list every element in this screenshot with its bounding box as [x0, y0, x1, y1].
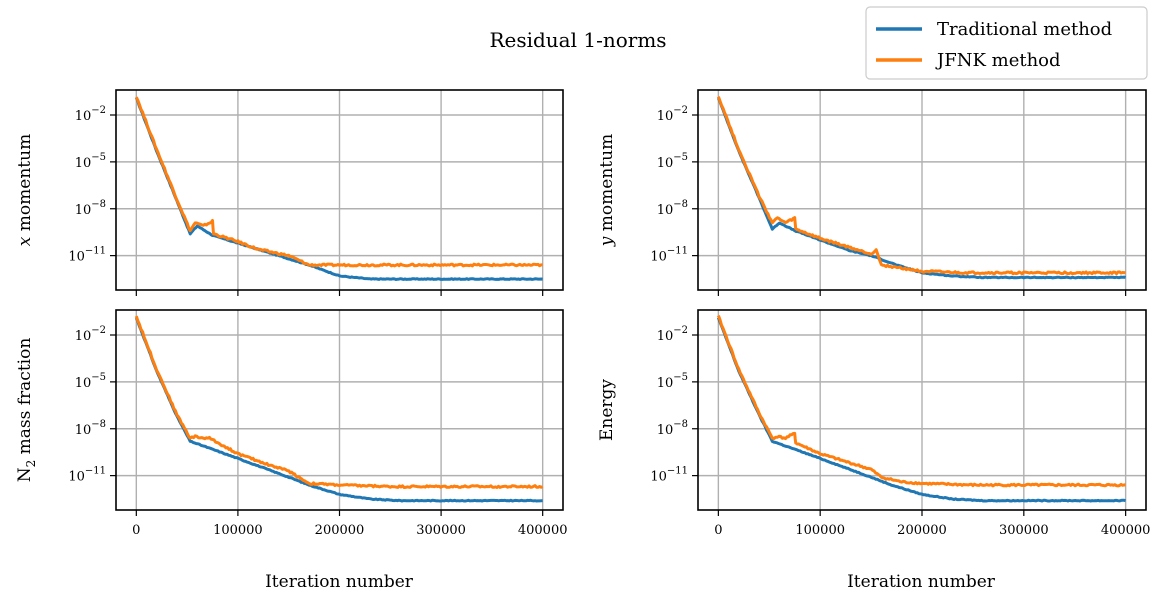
series-line-traditional [134, 317, 543, 503]
y-tick-label: 10−2 [75, 105, 106, 124]
x-axis-label-right: Iteration number [847, 572, 996, 592]
panel-3: 0 100000 200000 300000 40000010−210−510−810−… [15, 309, 568, 538]
x-tick-label: 300000 [999, 523, 1049, 538]
x-tick-label: 400000 [518, 523, 568, 538]
y-tick-exponent: −8 [673, 419, 688, 430]
legend-box [865, 6, 1148, 80]
x-tick-label: 300000 [416, 523, 466, 538]
y-tick-label: 10−11 [650, 466, 688, 485]
y-tick-exponent: −5 [673, 372, 688, 383]
y-tick-label: 10−5 [75, 152, 106, 171]
y-tick-base: 10 [75, 109, 92, 124]
y-tick-exponent: −8 [673, 199, 688, 210]
y-label-symbol: N [15, 467, 35, 482]
x-tick-label: 100000 [795, 523, 845, 538]
y-tick-label: 10−5 [75, 372, 106, 391]
x-tick-label: 100000 [213, 523, 263, 538]
y-tick-exponent: −11 [667, 466, 688, 477]
y-tick-exponent: −8 [91, 199, 106, 210]
y-tick-exponent: −5 [91, 152, 106, 163]
y-tick-label: 10−5 [657, 372, 688, 391]
x-tick-label: 0 [132, 523, 140, 538]
series-line-traditional [134, 96, 543, 281]
y-tick-base: 10 [68, 250, 85, 265]
y-tick-label: 10−5 [657, 152, 688, 171]
series-line-traditional [716, 317, 1126, 503]
panel-1: 10−210−510−810−11x momentum [15, 89, 564, 296]
y-tick-label: 10−2 [657, 325, 688, 344]
y-tick-base: 10 [650, 470, 667, 485]
y-label-variable: y [597, 236, 617, 247]
y-tick-base: 10 [657, 156, 674, 171]
x-tick-label: 200000 [897, 523, 947, 538]
y-tick-base: 10 [657, 423, 674, 438]
y-tick-label: 10−8 [75, 419, 106, 438]
y-axis-label: y momentum [597, 134, 617, 247]
y-tick-exponent: −2 [673, 325, 688, 336]
y-tick-base: 10 [657, 109, 674, 124]
x-tick-label: 0 [714, 523, 722, 538]
legend-label-jfnk: JFNK method [935, 50, 1061, 71]
y-tick-base: 10 [75, 156, 92, 171]
y-tick-exponent: −2 [91, 105, 106, 116]
y-tick-base: 10 [75, 203, 92, 218]
y-label-text: Energy [597, 379, 617, 441]
y-label-text: mass fraction [15, 338, 35, 460]
x-tick-label: 200000 [315, 523, 365, 538]
y-tick-base: 10 [75, 376, 92, 391]
y-tick-exponent: −2 [91, 325, 106, 336]
panels: 10−210−510−810−11x momentum10−210−510−81… [15, 89, 1151, 538]
y-tick-base: 10 [68, 470, 85, 485]
y-tick-label: 10−8 [657, 199, 688, 218]
y-tick-base: 10 [650, 250, 667, 265]
series-line-jfnk [134, 315, 544, 489]
y-tick-label: 10−11 [650, 246, 688, 265]
y-tick-exponent: −8 [91, 419, 106, 430]
y-axis-label: Energy [597, 379, 617, 441]
y-axis-label: x momentum [15, 134, 35, 246]
y-label-text: momentum [15, 134, 35, 237]
y-tick-label: 10−2 [657, 105, 688, 124]
series-line-jfnk [716, 96, 1126, 276]
y-axis-label: N2 mass fraction [15, 338, 38, 483]
panel-2: 10−210−510−810−11y momentum [597, 89, 1147, 296]
y-tick-exponent: −11 [667, 246, 688, 257]
y-label-text: momentum [597, 134, 617, 237]
y-tick-base: 10 [75, 423, 92, 438]
y-tick-label: 10−11 [68, 246, 106, 265]
panel-4: 0 100000 200000 300000 40000010−210−510−810−… [597, 309, 1151, 538]
x-tick-label: 400000 [1101, 523, 1151, 538]
y-tick-base: 10 [75, 329, 92, 344]
figure-title: Residual 1-norms [489, 28, 666, 52]
y-tick-base: 10 [657, 203, 674, 218]
y-tick-exponent: −5 [673, 152, 688, 163]
y-tick-label: 10−11 [68, 466, 106, 485]
y-tick-label: 10−8 [657, 419, 688, 438]
legend: Traditional method JFNK method [865, 6, 1148, 80]
y-tick-exponent: −11 [85, 246, 106, 257]
legend-label-traditional: Traditional method [937, 19, 1112, 40]
y-tick-exponent: −2 [673, 105, 688, 116]
y-tick-exponent: −11 [85, 466, 106, 477]
y-label-subscript: 2 [24, 460, 38, 468]
y-label-variable: x [15, 236, 35, 246]
series-line-jfnk [134, 96, 543, 268]
x-axis-label-left: Iteration number [265, 572, 414, 592]
series-line-jfnk [717, 315, 1126, 488]
y-tick-label: 10−8 [75, 199, 106, 218]
y-tick-label: 10−2 [75, 325, 106, 344]
y-tick-base: 10 [657, 329, 674, 344]
y-tick-base: 10 [657, 376, 674, 391]
y-tick-exponent: −5 [91, 372, 106, 383]
